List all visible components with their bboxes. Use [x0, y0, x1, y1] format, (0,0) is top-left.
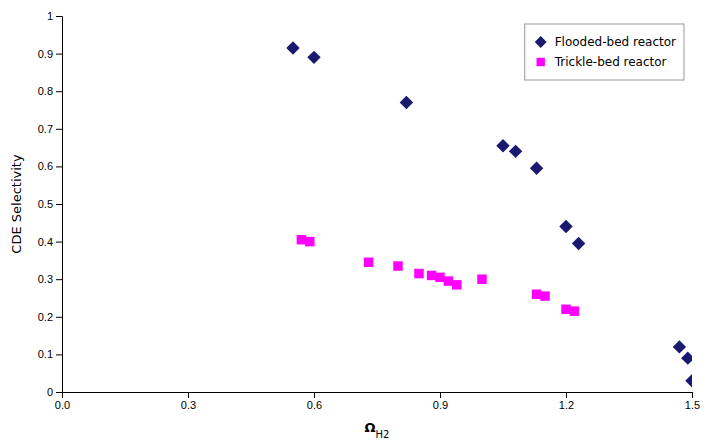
tick-label: 0.3 — [38, 273, 53, 285]
point — [570, 306, 579, 315]
point — [681, 351, 692, 364]
point — [297, 235, 306, 244]
legend-label: Trickle-bed reactor — [554, 55, 667, 69]
point — [477, 274, 486, 283]
tick-label: 0.5 — [38, 198, 53, 210]
point — [427, 271, 436, 280]
tick-label: 0.2 — [38, 311, 53, 323]
y-axis: 0 0.1 0.2 0.3 0.4 0.5 0.6 0.7 0.8 0.9 1 — [38, 10, 63, 398]
tick-label: 0.7 — [38, 123, 53, 135]
axis-line — [56, 17, 63, 393]
tick: 0.6 — [307, 392, 322, 411]
tick-label: 0.4 — [38, 236, 53, 248]
point — [435, 273, 444, 282]
tick-label: 1 — [47, 10, 53, 22]
tick: 0.1 — [38, 348, 62, 360]
tick: 1.5 — [685, 392, 700, 411]
tick-label: 1.2 — [559, 399, 574, 411]
tick-label: 0.3 — [181, 399, 196, 411]
y-axis-title: CDE Selectivity — [9, 154, 24, 254]
point — [364, 258, 373, 267]
x-axis: 0.0 0.3 0.6 0.9 1.2 1.5 — [55, 392, 700, 411]
tick-mark — [56, 91, 62, 92]
point — [286, 41, 299, 54]
plot: 0.0 0.3 0.6 0.9 1.2 1.5 0 0.1 0.2 0.3 0.4 0.5 0.6 0.7… — [38, 10, 700, 411]
tick: 0.4 — [38, 236, 62, 248]
series — [286, 41, 692, 387]
chart: 0.0 0.3 0.6 0.9 1.2 1.5 0 0.1 0.2 0.3 0.4 0.5 0.6 0.7… — [0, 0, 714, 442]
series — [297, 235, 579, 316]
tick-label: 0.9 — [433, 399, 448, 411]
legend: Flooded-bed reactor Trickle-bed reactor — [525, 24, 684, 80]
legend-symbol — [535, 36, 547, 48]
point — [673, 340, 686, 353]
tick: 0.9 — [38, 48, 62, 60]
tick-label: 0.9 — [38, 48, 53, 60]
legend-symbol — [537, 58, 545, 66]
tick: 0.3 — [38, 273, 62, 285]
point — [509, 145, 522, 158]
tick-mark — [56, 279, 62, 280]
point — [572, 237, 585, 250]
tick: 0.5 — [38, 198, 62, 210]
tick-mark — [56, 242, 62, 243]
tick-mark — [566, 392, 567, 398]
axis-line — [63, 393, 693, 399]
tick: 1 — [47, 10, 62, 22]
tick-label: 0.0 — [55, 399, 70, 411]
tick-mark — [56, 166, 62, 167]
point — [540, 291, 549, 300]
tick-mark — [56, 354, 62, 355]
tick-mark — [692, 392, 693, 398]
point — [452, 280, 461, 289]
tick-label: 0 — [47, 386, 53, 398]
legend-label: Flooded-bed reactor — [555, 35, 676, 49]
tick-mark — [440, 392, 441, 398]
point — [414, 269, 423, 278]
point — [400, 96, 413, 109]
tick-mark — [56, 317, 62, 318]
tick-mark — [56, 54, 62, 55]
tick-label: 1.5 — [685, 399, 700, 411]
point — [532, 289, 541, 298]
point — [496, 139, 509, 152]
tick-mark — [56, 392, 62, 393]
tick-label: 0.1 — [38, 348, 53, 360]
x-axis-title: ΩH2 — [365, 420, 390, 440]
tick: 0.0 — [55, 392, 70, 411]
tick: 0.8 — [38, 85, 62, 97]
tick-mark — [56, 16, 62, 17]
tick-label: 0.6 — [307, 399, 322, 411]
point — [393, 261, 402, 270]
point — [559, 220, 572, 233]
tick-mark — [56, 204, 62, 205]
tick-mark — [188, 392, 189, 398]
tick: 1.2 — [559, 392, 574, 411]
tick: 0.2 — [38, 311, 62, 323]
tick: 0.9 — [433, 392, 448, 411]
tick: 0.7 — [38, 123, 62, 135]
tick-mark — [56, 129, 62, 130]
tick-label: 0.8 — [38, 85, 53, 97]
point — [307, 51, 320, 64]
tick: 0.6 — [38, 160, 62, 172]
tick-label: 0.6 — [38, 160, 53, 172]
point — [305, 237, 314, 246]
tick: 0.3 — [181, 392, 196, 411]
points — [286, 41, 692, 387]
point — [561, 305, 570, 314]
point — [444, 276, 453, 285]
tick-mark — [314, 392, 315, 398]
point — [530, 162, 543, 175]
tick: 0 — [47, 386, 62, 398]
point — [685, 374, 692, 387]
legend-box — [525, 24, 684, 80]
